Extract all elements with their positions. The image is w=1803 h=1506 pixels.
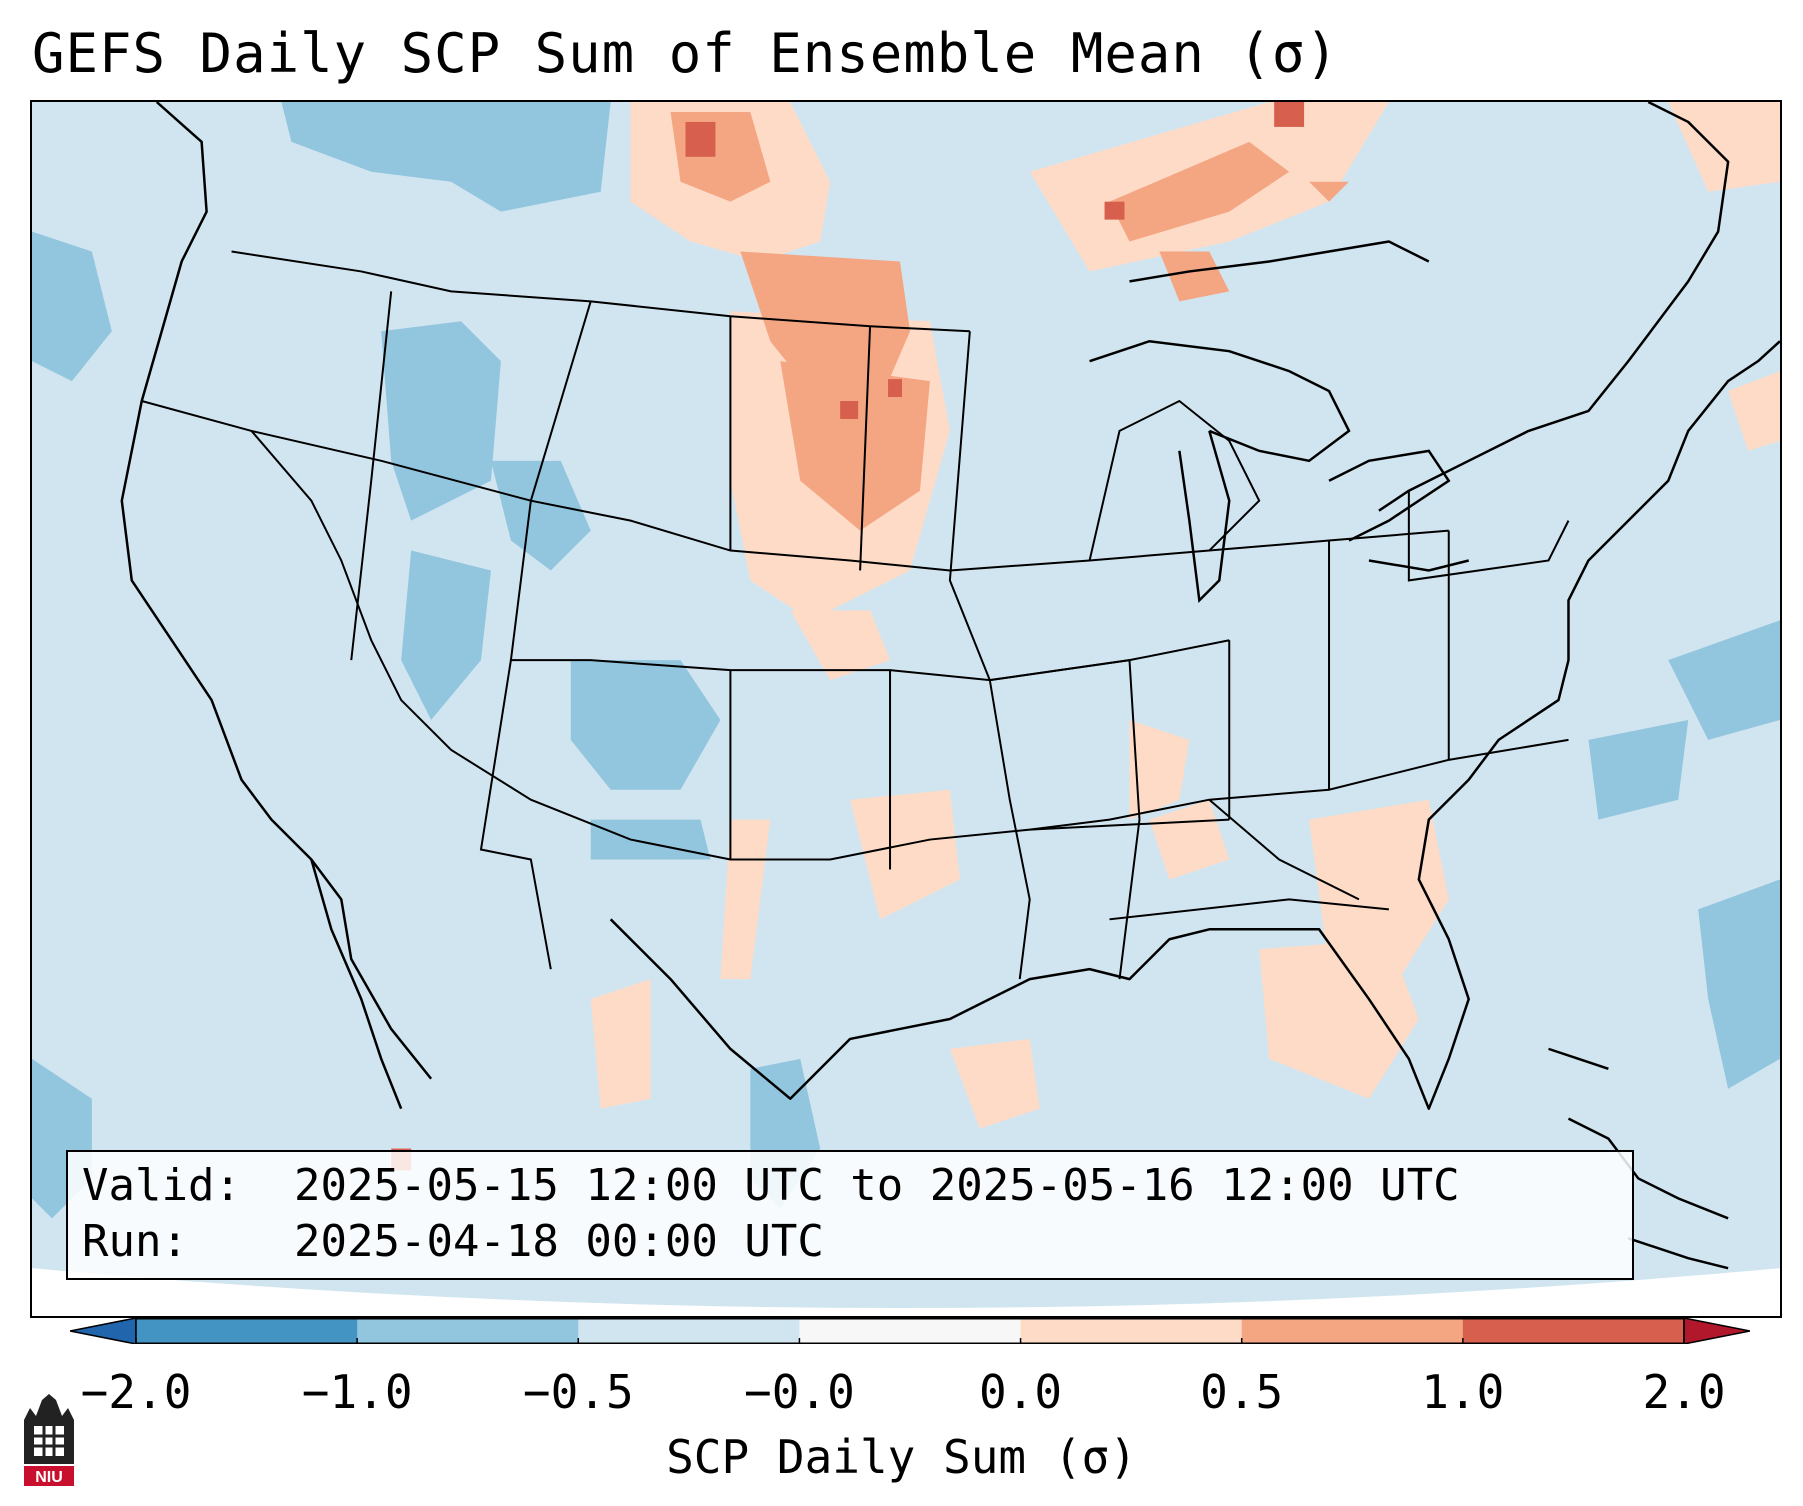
colorbar-label: SCP Daily Sum (σ) [666, 1430, 1137, 1484]
niu-logo: NIU [24, 1394, 74, 1486]
colorbar-tick-label: 0.5 [1200, 1365, 1284, 1419]
map-canvas [32, 102, 1780, 1316]
great-lakes [1089, 339, 1470, 604]
colorbar-tick-label: −1.0 [301, 1365, 413, 1419]
colorbar-tick-label: −2.0 [80, 1365, 192, 1419]
colorbar-tick-label: −0.0 [744, 1365, 855, 1419]
colorbar [70, 1318, 1750, 1344]
colorbar-tick-label: 0.0 [979, 1365, 1063, 1419]
chart-title: GEFS Daily SCP Sum of Ensemble Mean (σ) [32, 22, 1339, 85]
colorbar-extend-low [70, 1318, 137, 1344]
logo-text: NIU [35, 1469, 63, 1486]
positive-anomaly-regions-medium [670, 111, 1349, 531]
coastlines [120, 102, 1780, 1110]
caribbean-islands [1548, 1047, 1729, 1270]
colorbar-extend-high [1683, 1318, 1750, 1344]
valid-run-info-box: Valid: 2025-05-15 12:00 UTC to 2025-05-16… [66, 1150, 1634, 1280]
colorbar-bin [1020, 1318, 1243, 1344]
state-borders [141, 250, 1570, 980]
valid-label: Valid: [82, 1160, 241, 1211]
colorbar-bin [357, 1318, 579, 1344]
negative-anomaly-regions [32, 102, 1780, 1219]
colorbar-tick-label: −0.5 [522, 1365, 634, 1419]
colorbar-bin [1462, 1318, 1685, 1344]
colorbar-outline [135, 1318, 1685, 1344]
map-panel [30, 100, 1782, 1318]
colorbar-bin [578, 1318, 800, 1344]
valid-line: Valid: 2025-05-15 12:00 UTC to 2025-05-16… [82, 1158, 1618, 1214]
colorbar-bin [1241, 1318, 1464, 1344]
valid-value: 2025-05-15 12:00 UTC to 2025-05-16 12:00… [294, 1160, 1460, 1211]
run-label: Run: [82, 1216, 188, 1267]
projection-edge [32, 1268, 1780, 1316]
run-line: Run: 2025-04-18 00:00 UTC [82, 1214, 1618, 1270]
colorbar-bin [799, 1318, 1022, 1344]
colorbar-tick-label: 2.0 [1642, 1365, 1726, 1419]
colorbar-tick-label: 1.0 [1421, 1365, 1505, 1419]
colorbar-bin [136, 1318, 358, 1344]
run-value: 2025-04-18 00:00 UTC [294, 1216, 824, 1267]
map-background [32, 102, 1780, 1316]
